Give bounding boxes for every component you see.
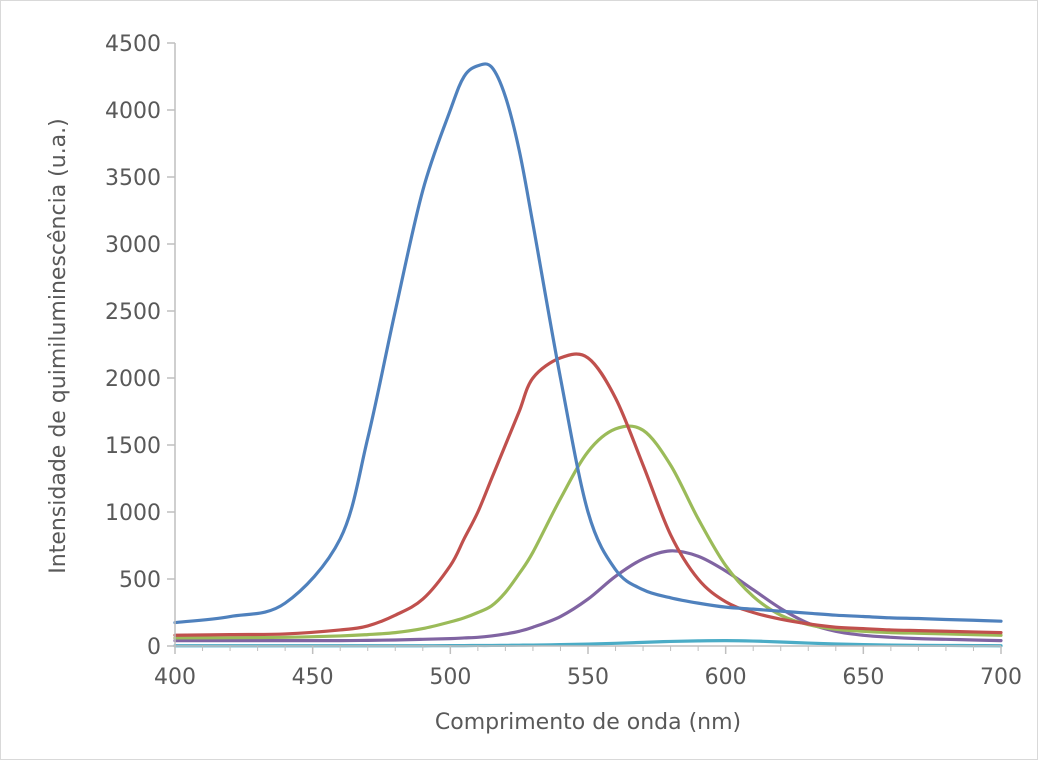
y-tick-label: 3500 [105, 166, 161, 191]
series-line-1 [173, 62, 1003, 625]
x-tick-label: 450 [292, 665, 334, 690]
x-tick-label: 500 [429, 665, 471, 690]
y-tick-label: 0 [147, 635, 161, 660]
x-tick-label: 650 [842, 665, 884, 690]
x-tick-label: 600 [705, 665, 747, 690]
y-tick-label: 3000 [105, 233, 161, 258]
x-tick-label: 400 [154, 665, 196, 690]
axes-layer: 0 500 1000 1500 2000 2500 3000 3500 4000 4500 400 4… [105, 32, 1022, 690]
y-tick-label: 2500 [105, 300, 161, 325]
series-line-4 [173, 549, 1003, 643]
y-tick-label: 2000 [105, 367, 161, 392]
x-tick-label: 550 [567, 665, 609, 690]
y-tick-label: 500 [119, 568, 161, 593]
x-tick-label: 700 [980, 665, 1022, 690]
series-layer [173, 62, 1003, 648]
y-tick-label: 4000 [105, 99, 161, 124]
y-axis-title: Intensidade de quimiluminescência (u.a.) [46, 118, 71, 573]
series-line-2 [173, 352, 1003, 637]
y-tick-label: 1000 [105, 501, 161, 526]
x-axis-title: Comprimento de onda (nm) [435, 710, 741, 735]
y-tick-label: 1500 [105, 434, 161, 459]
y-tick-label: 4500 [105, 32, 161, 57]
series-line-3 [173, 424, 1003, 640]
